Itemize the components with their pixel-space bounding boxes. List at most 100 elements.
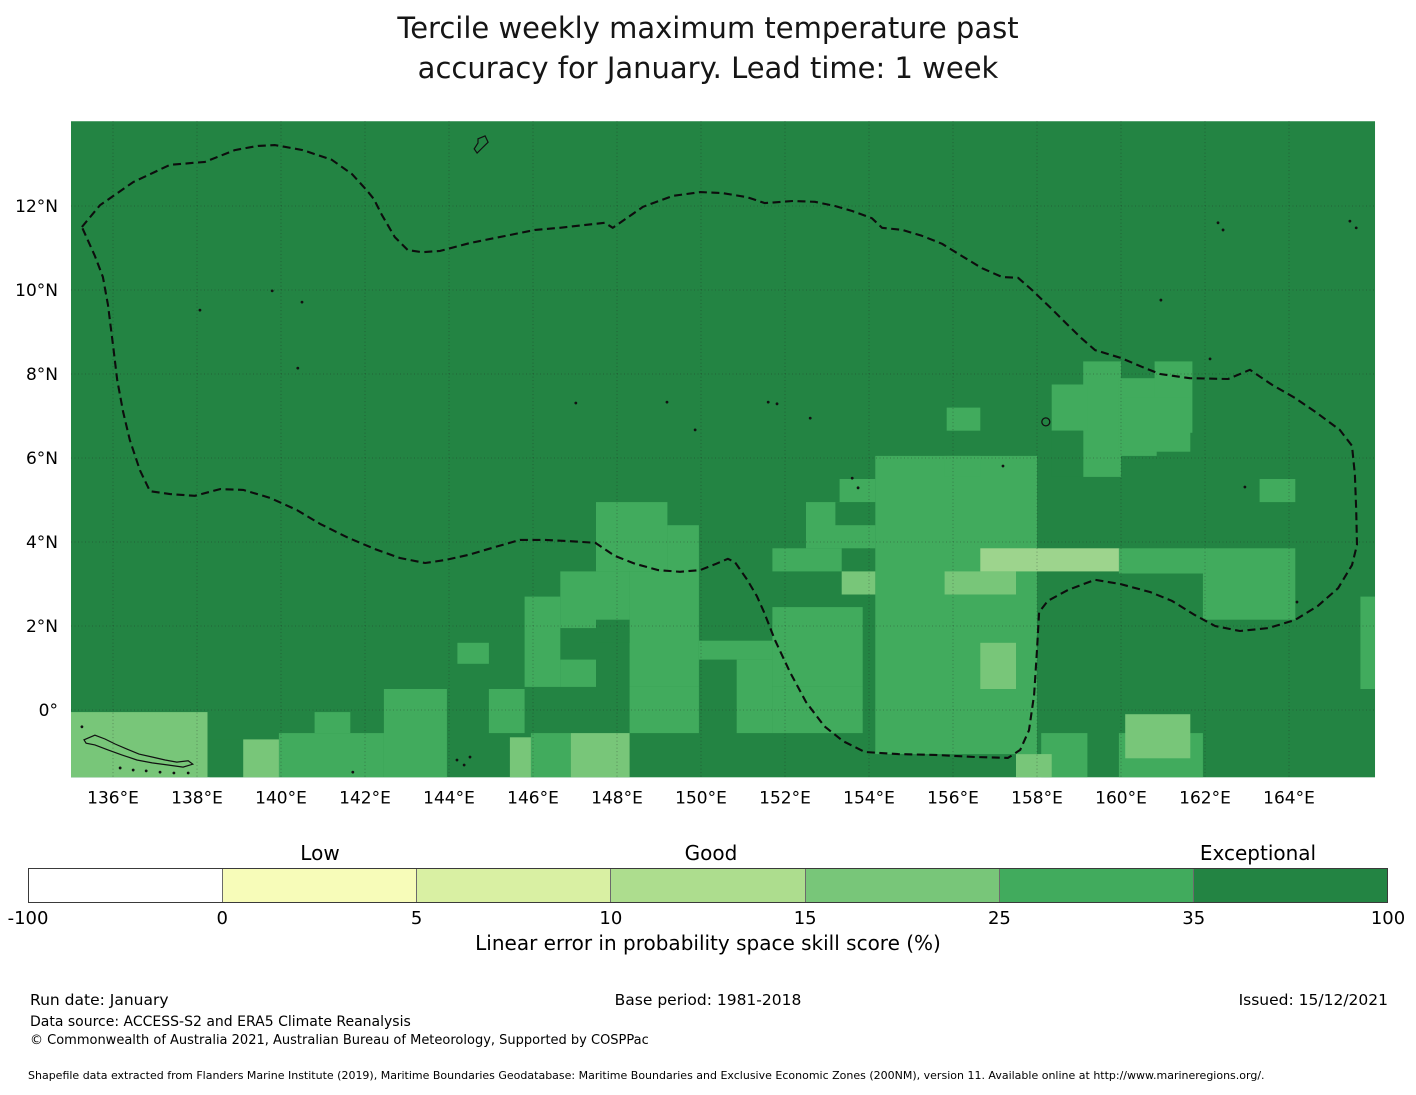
heatmap-cell xyxy=(1259,479,1296,503)
island-dot xyxy=(574,401,578,405)
colorbar-class-label-exceptional: Exceptional xyxy=(1199,841,1317,865)
island-dot xyxy=(1159,298,1163,302)
island-ring xyxy=(1041,417,1051,427)
heatmap-cell xyxy=(1051,384,1088,431)
heatmap-cell xyxy=(560,571,630,629)
colorbar-tick-label: 0 xyxy=(216,908,229,929)
heatmap-cell xyxy=(488,689,525,734)
heatmap-cell xyxy=(736,659,773,734)
lon-tick-label: 142°E xyxy=(339,788,391,808)
title-line-2: accuracy for January. Lead time: 1 week xyxy=(417,51,999,86)
island-dot xyxy=(300,300,304,304)
heatmap-cell xyxy=(314,712,351,734)
heatmap-cell xyxy=(1202,548,1296,620)
island-dot xyxy=(1221,228,1225,232)
island-dot xyxy=(1001,464,1005,468)
heatmap-cell xyxy=(1118,548,1208,574)
colorbar-segment xyxy=(610,869,805,902)
island-dot xyxy=(198,308,202,312)
colorbar-tick-label: 5 xyxy=(410,908,423,929)
island-dot xyxy=(270,289,274,293)
heatmap-cell xyxy=(835,502,876,526)
colorbar-segment xyxy=(222,869,417,902)
island-dot xyxy=(766,400,770,404)
heatmap-cell xyxy=(629,686,699,734)
lon-tick-label: 154°E xyxy=(843,788,895,808)
island-dot xyxy=(1243,485,1247,489)
island-dot xyxy=(462,763,466,767)
lon-tick-label: 164°E xyxy=(1263,788,1315,808)
heatmap-cell xyxy=(1051,430,1084,477)
heatmap-cell xyxy=(1360,596,1376,689)
colorbar-tick-label: 100 xyxy=(1370,908,1406,929)
heatmap-cell xyxy=(278,733,384,778)
heatmap-cell xyxy=(243,739,279,778)
island-dot xyxy=(144,769,148,773)
colorbar-segment xyxy=(29,869,223,902)
island-dot xyxy=(808,416,812,420)
heatmap-cell xyxy=(596,619,630,643)
island-outline xyxy=(83,734,195,768)
island-dot xyxy=(850,476,854,480)
footer-data-source: Data source: ACCESS-S2 and ERA5 Climate … xyxy=(30,1014,411,1030)
footer-run-date: Run date: January xyxy=(30,991,169,1009)
heatmap-cell xyxy=(772,686,863,734)
lon-tick-label: 152°E xyxy=(759,788,811,808)
footer-issued: Issued: 15/12/2021 xyxy=(1238,991,1388,1009)
heatmap-cell xyxy=(383,689,447,778)
heatmap-cell xyxy=(839,479,876,503)
footer-copyright: © Commonwealth of Australia 2021, Austra… xyxy=(30,1033,649,1048)
heatmap-cell xyxy=(841,571,876,595)
heatmap-cell xyxy=(875,455,1037,755)
island-marks xyxy=(80,135,1358,775)
lon-tick-label: 162°E xyxy=(1179,788,1231,808)
lon-tick-label: 150°E xyxy=(675,788,727,808)
axis-labels: 136°E 138°E 140°E 142°E 144°E 146°E 148°E 150°E… xyxy=(15,197,1315,808)
colorbar-tick-label: -100 xyxy=(7,908,49,929)
heatmap-cell xyxy=(509,737,531,778)
island-dot xyxy=(158,770,162,774)
island-dot xyxy=(1208,357,1212,361)
lon-tick-label: 144°E xyxy=(423,788,475,808)
colorbar-segment xyxy=(804,869,999,902)
heatmap-cell xyxy=(772,548,842,572)
footer-shapefile-attribution: Shapefile data extracted from Flanders M… xyxy=(28,1069,1265,1082)
heatmap-cell xyxy=(629,571,699,687)
island-dot xyxy=(80,725,84,729)
colorbar xyxy=(28,868,1388,903)
lon-tick-label: 148°E xyxy=(591,788,643,808)
lat-tick-label: 2°N xyxy=(26,617,58,637)
map-canvas: 136°E 138°E 140°E 142°E 144°E 146°E 148°E 150°E… xyxy=(15,121,1376,808)
lat-tick-label: 8°N xyxy=(26,365,58,385)
island-dot xyxy=(172,771,176,775)
heatmap-cell xyxy=(980,548,1119,572)
heatmap-cell xyxy=(667,525,699,572)
island-dot xyxy=(1354,226,1358,230)
heatmap-cell xyxy=(1083,361,1121,477)
island-dot xyxy=(186,771,190,775)
lon-tick-label: 156°E xyxy=(927,788,979,808)
lat-tick-label: 0° xyxy=(39,701,58,721)
heatmap-cell xyxy=(1125,714,1191,759)
colorbar-segment xyxy=(1192,869,1387,902)
colorbar-tick-label: 10 xyxy=(599,908,623,929)
island-dot xyxy=(118,766,122,770)
lon-tick-label: 146°E xyxy=(507,788,559,808)
colorbar-class-label-good: Good xyxy=(684,841,738,865)
heatmap-cell xyxy=(530,733,571,778)
heatmap-cell xyxy=(944,455,981,477)
island-dot xyxy=(296,366,300,370)
lat-tick-label: 4°N xyxy=(26,533,58,553)
lon-tick-label: 158°E xyxy=(1011,788,1063,808)
map-cells xyxy=(71,121,1376,778)
colorbar-caption: Linear error in probability space skill … xyxy=(475,931,941,955)
island-dot xyxy=(351,770,355,774)
heatmap-cell xyxy=(980,642,1016,689)
colorbar-tick-label: 15 xyxy=(793,908,817,929)
lat-tick-label: 6°N xyxy=(26,449,58,469)
heatmap-cell xyxy=(457,642,489,664)
lon-tick-label: 140°E xyxy=(255,788,307,808)
heatmap-cell xyxy=(524,596,561,687)
heatmap-cell xyxy=(772,607,863,687)
